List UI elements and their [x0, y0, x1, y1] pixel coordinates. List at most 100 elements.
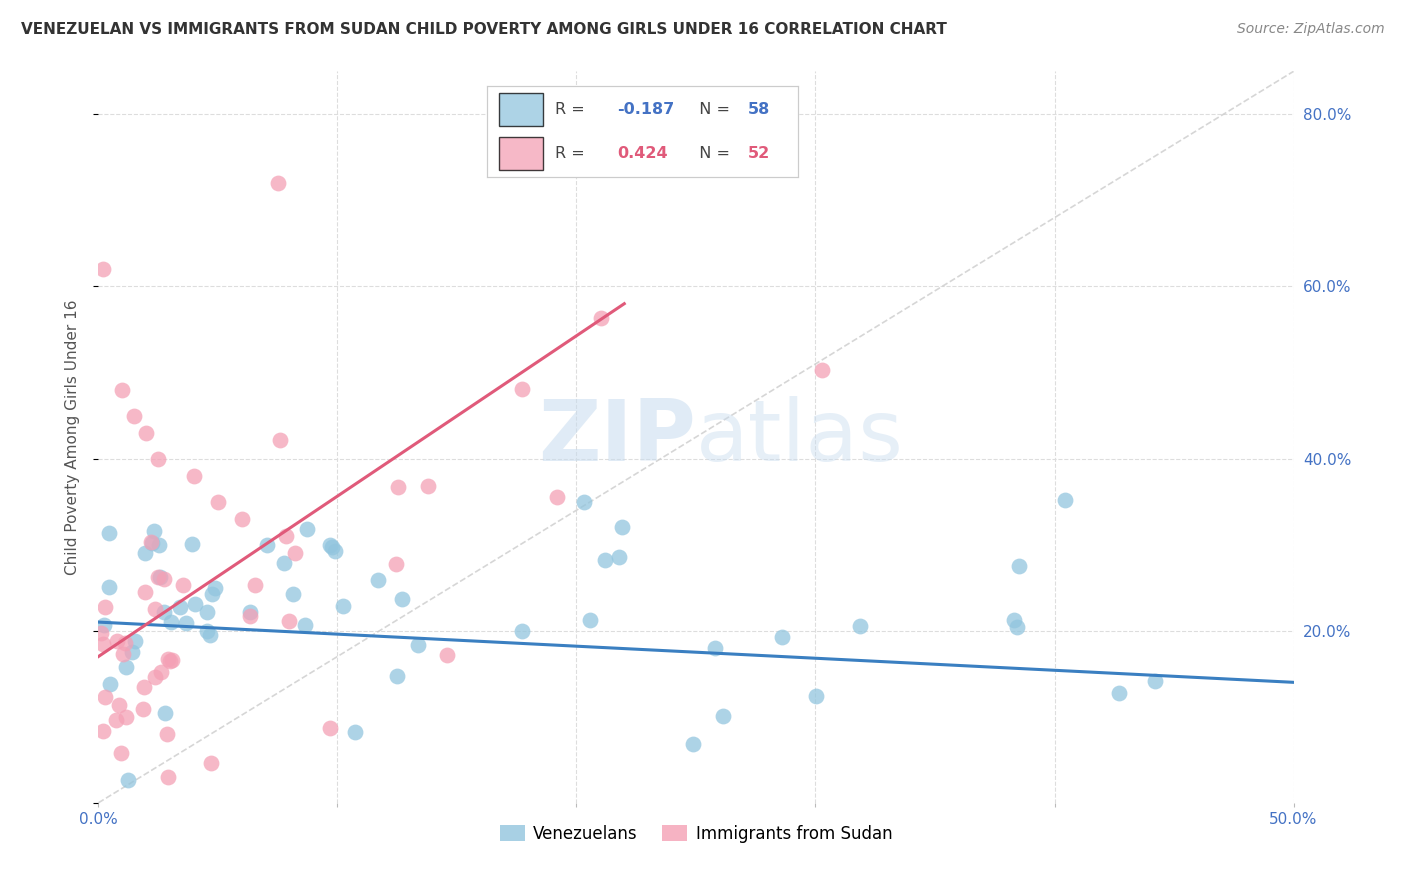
Point [139, 535, 162, 549]
Text: atlas: atlas [696, 395, 904, 479]
Point [572, 494, 595, 508]
Y-axis label: Child Poverty Among Girls Under 16: Child Poverty Among Girls Under 16 [65, 300, 80, 574]
Point [416, 479, 439, 493]
Point [134, 546, 156, 560]
Point [848, 619, 870, 633]
Point [172, 577, 194, 591]
Point [589, 311, 612, 326]
Point [159, 654, 181, 668]
Point [294, 618, 316, 632]
Point [323, 544, 346, 558]
Point [607, 549, 630, 564]
Point [198, 627, 221, 641]
Point [107, 698, 129, 713]
Point [195, 624, 218, 638]
Point [97, 580, 120, 594]
Point [135, 425, 157, 440]
Point [711, 709, 734, 723]
Point [332, 599, 354, 613]
Point [367, 573, 389, 587]
Point [91, 723, 114, 738]
Point [148, 451, 170, 466]
Point [91, 637, 114, 651]
Point [284, 546, 307, 560]
Point [146, 570, 169, 584]
Point [1108, 685, 1130, 699]
Point [239, 606, 262, 620]
Point [181, 537, 204, 551]
Point [157, 651, 180, 665]
Text: Source: ZipAtlas.com: Source: ZipAtlas.com [1237, 22, 1385, 37]
Point [804, 689, 827, 703]
Point [148, 537, 170, 551]
Point [1007, 620, 1029, 634]
Point [110, 746, 132, 760]
Point [169, 599, 191, 614]
Point [98, 677, 121, 691]
Point [256, 538, 278, 552]
Text: VENEZUELAN VS IMMIGRANTS FROM SUDAN CHILD POVERTY AMONG GIRLS UNDER 16 CORRELATI: VENEZUELAN VS IMMIGRANTS FROM SUDAN CHIL… [21, 22, 948, 37]
Point [121, 645, 143, 659]
Point [148, 570, 170, 584]
Point [200, 756, 222, 771]
Point [156, 770, 179, 784]
Point [1143, 674, 1166, 689]
Point [546, 490, 568, 504]
Point [682, 737, 704, 751]
Point [770, 630, 793, 644]
Point [387, 480, 409, 494]
Point [703, 640, 725, 655]
Point [278, 614, 301, 628]
Point [94, 690, 117, 704]
Point [105, 634, 128, 648]
Point [143, 670, 166, 684]
Point [143, 601, 166, 615]
Point [150, 665, 173, 679]
Point [245, 577, 267, 591]
Point [195, 605, 218, 619]
Point [319, 722, 342, 736]
Point [321, 540, 343, 554]
Point [98, 526, 121, 541]
Point [160, 615, 183, 629]
Point [343, 725, 366, 739]
Point [610, 520, 633, 534]
Point [578, 613, 600, 627]
Point [124, 409, 146, 423]
Point [385, 557, 408, 571]
Point [207, 494, 229, 508]
Point [94, 600, 117, 615]
Point [111, 383, 134, 397]
Point [114, 710, 136, 724]
Point [184, 597, 207, 611]
Point [1054, 492, 1077, 507]
Point [183, 468, 205, 483]
Point [231, 512, 253, 526]
Point [295, 522, 318, 536]
Point [1002, 613, 1025, 627]
Point [510, 382, 533, 396]
Point [239, 609, 262, 624]
Point [276, 529, 298, 543]
Point [114, 660, 136, 674]
Point [155, 726, 177, 740]
Point [406, 638, 429, 652]
Text: ZIP: ZIP [538, 395, 696, 479]
Point [93, 617, 115, 632]
Point [153, 706, 176, 720]
Point [142, 524, 165, 538]
Point [269, 434, 291, 448]
Point [153, 605, 176, 619]
Point [811, 362, 834, 376]
Point [174, 615, 197, 630]
Point [281, 587, 304, 601]
Point [436, 648, 458, 662]
Point [114, 636, 136, 650]
Point [319, 538, 342, 552]
Point [201, 586, 224, 600]
Point [134, 680, 156, 694]
Point [153, 572, 176, 586]
Point [91, 262, 114, 277]
Point [391, 591, 413, 606]
Point [160, 653, 183, 667]
